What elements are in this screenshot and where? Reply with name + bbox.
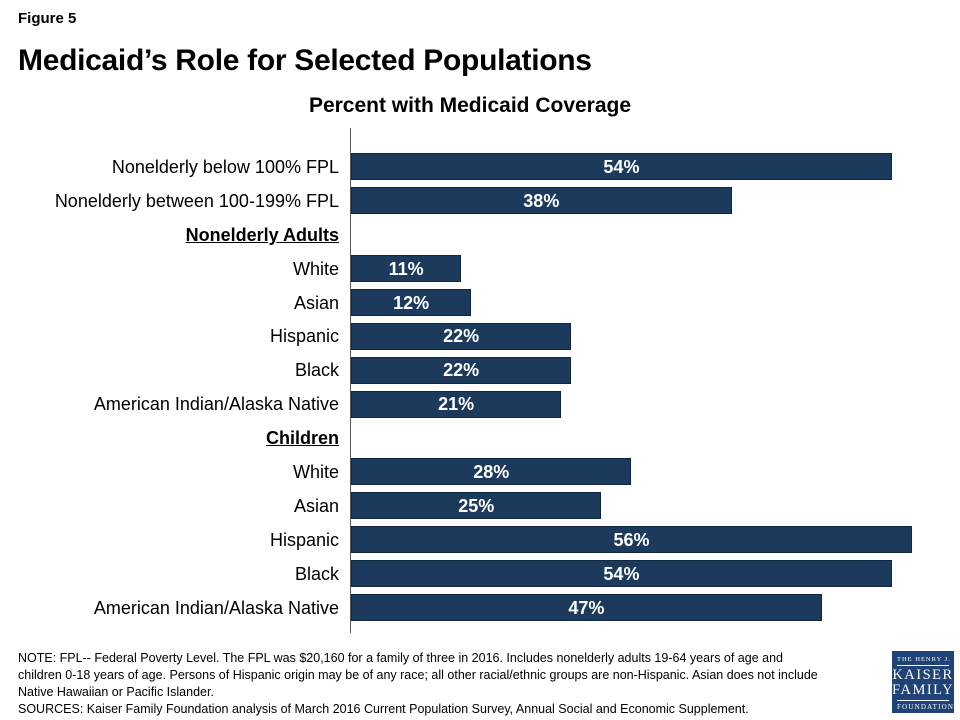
chart-section-header-row: Children xyxy=(0,421,960,455)
chart-row: Asian 25% xyxy=(0,489,960,523)
bar: 54% xyxy=(351,153,892,181)
row-label: American Indian/Alaska Native xyxy=(93,394,339,415)
row-plot: 56% xyxy=(351,526,952,554)
row-plot: 38% xyxy=(351,187,952,215)
page-title: Medicaid’s Role for Selected Populations xyxy=(18,44,592,77)
row-plot: 54% xyxy=(351,153,952,181)
bar: 22% xyxy=(351,322,572,350)
bar: 12% xyxy=(351,289,472,316)
chart-row: White 28% xyxy=(0,455,960,489)
chart-rows: Nonelderly below 100% FPL 54% Nonelderly… xyxy=(0,150,960,624)
bar: 25% xyxy=(351,492,602,520)
bar-value-label: 22% xyxy=(443,326,480,347)
note-line: Native Hawaiian or Pacific Islander. xyxy=(18,685,214,699)
chart-row: Nonelderly below 100% FPL 54% xyxy=(0,150,960,184)
bar: 54% xyxy=(351,560,892,588)
chart-row: Asian 12% xyxy=(0,286,960,320)
row-label: Nonelderly between 100-199% FPL xyxy=(54,190,339,211)
row-plot: 22% xyxy=(351,322,952,350)
sources-line: SOURCES: Kaiser Family Foundation analys… xyxy=(18,702,749,716)
bar-value-label: 12% xyxy=(393,292,430,313)
row-label: Black xyxy=(294,563,339,584)
footnotes: NOTE: FPL-- Federal Poverty Level. The F… xyxy=(18,650,886,718)
section-header-label: Children xyxy=(265,428,339,449)
bar: 21% xyxy=(351,390,562,418)
chart-row: Hispanic 56% xyxy=(0,523,960,557)
chart-row: Nonelderly between 100-199% FPL 38% xyxy=(0,184,960,218)
chart-row: Black 22% xyxy=(0,353,960,387)
row-label: Asian xyxy=(293,292,339,313)
row-label: Asian xyxy=(293,495,339,516)
bar: 28% xyxy=(351,458,632,486)
row-label: American Indian/Alaska Native xyxy=(93,597,339,618)
note-line: children 0-18 years of age. Persons of H… xyxy=(18,668,818,682)
row-plot-empty xyxy=(351,425,952,452)
chart-row: White 11% xyxy=(0,252,960,286)
row-plot: 12% xyxy=(351,289,952,316)
chart-section-header-row: Nonelderly Adults xyxy=(0,218,960,252)
row-plot: 21% xyxy=(351,390,952,418)
chart-axis-line xyxy=(350,128,351,633)
bar: 11% xyxy=(351,255,462,283)
figure-label: Figure 5 xyxy=(18,10,77,27)
chart-row: Black 54% xyxy=(0,557,960,591)
row-label: Hispanic xyxy=(269,326,339,347)
row-label: White xyxy=(292,258,339,279)
chart-row: American Indian/Alaska Native 47% xyxy=(0,591,960,625)
row-label: Nonelderly below 100% FPL xyxy=(111,156,339,177)
bar: 22% xyxy=(351,356,572,384)
row-label: White xyxy=(292,461,339,482)
row-plot: 25% xyxy=(351,492,952,520)
row-plot: 47% xyxy=(351,594,952,622)
kff-foundation-logo: THE HENRY J. KAISER FAMILY FOUNDATION xyxy=(892,651,954,713)
row-label: Black xyxy=(294,360,339,381)
bar-value-label: 25% xyxy=(458,495,495,516)
bar-value-label: 38% xyxy=(523,190,560,211)
bar-value-label: 22% xyxy=(443,360,480,381)
bar-value-label: 21% xyxy=(438,394,475,415)
row-plot: 11% xyxy=(351,255,952,283)
row-plot: 22% xyxy=(351,356,952,384)
logo-text-foundation: FOUNDATION xyxy=(897,700,953,711)
chart-subtitle: Percent with Medicaid Coverage xyxy=(308,94,632,117)
note-line: NOTE: FPL-- Federal Poverty Level. The F… xyxy=(18,651,783,665)
bar: 56% xyxy=(351,526,912,554)
row-plot-empty xyxy=(351,221,952,248)
section-header-label: Nonelderly Adults xyxy=(185,224,339,245)
bar-value-label: 47% xyxy=(568,597,605,618)
row-plot: 28% xyxy=(351,458,952,486)
logo-text-family: FAMILY xyxy=(892,682,955,698)
bar-value-label: 56% xyxy=(613,529,650,550)
row-label: Hispanic xyxy=(269,529,339,550)
row-plot: 54% xyxy=(351,560,952,588)
bar: 47% xyxy=(351,594,822,622)
logo-text-kaiser: KAISER xyxy=(892,667,954,683)
bar-value-label: 11% xyxy=(388,258,424,279)
bar-value-label: 28% xyxy=(473,461,510,482)
bar-value-label: 54% xyxy=(603,563,640,584)
chart-row: American Indian/Alaska Native 21% xyxy=(0,387,960,421)
chart-row: Hispanic 22% xyxy=(0,319,960,353)
bar: 38% xyxy=(351,187,732,215)
logo-text-henry-j: THE HENRY J. xyxy=(897,656,950,666)
bar-value-label: 54% xyxy=(603,156,640,177)
